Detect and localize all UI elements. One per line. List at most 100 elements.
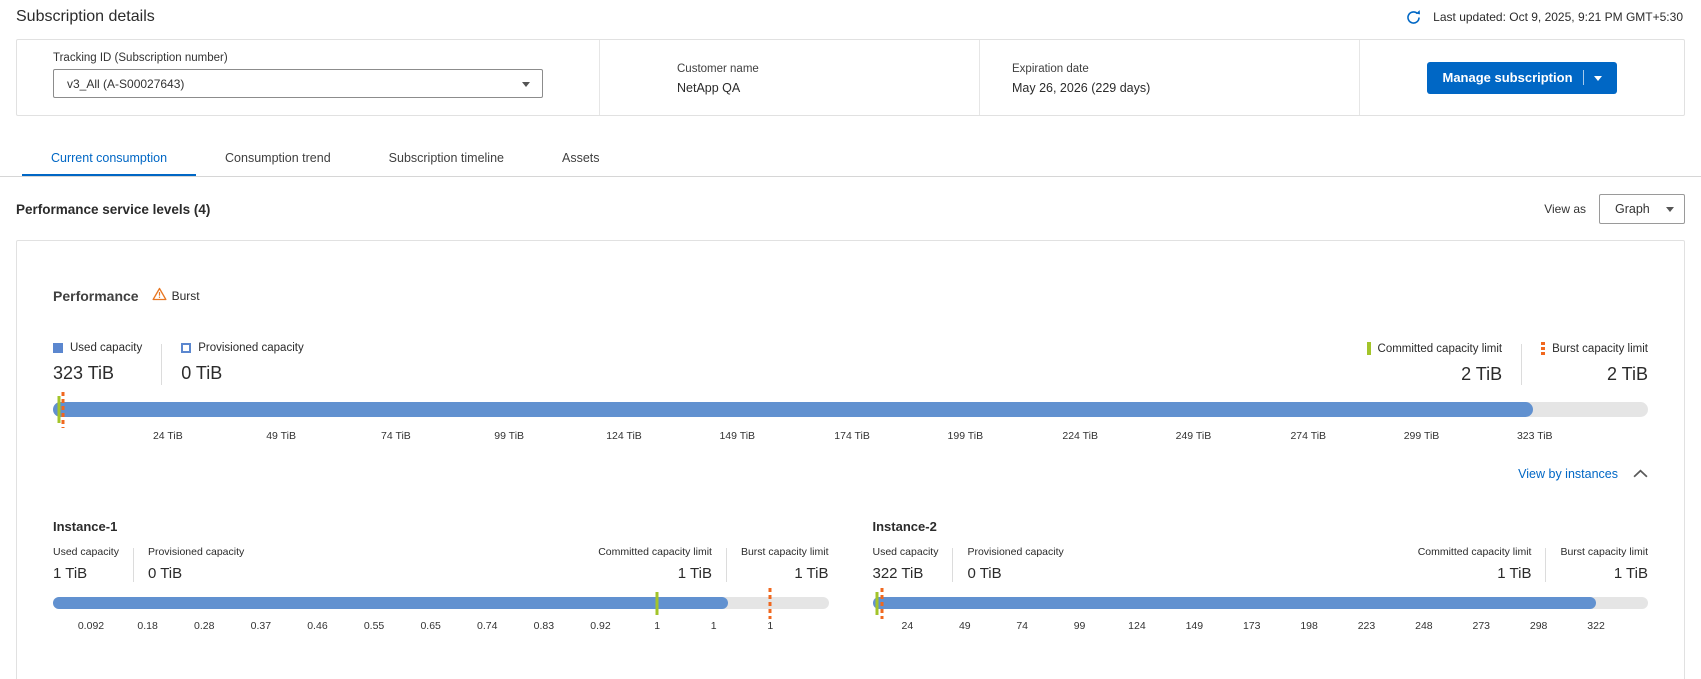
burst-limit-group: Burst capacity limit 1 TiB — [741, 546, 829, 582]
refresh-icon[interactable] — [1405, 9, 1422, 26]
instances-row: Instance-1 Used capacity 1 TiB Provision… — [53, 519, 1648, 633]
axis-tick-label: 1 — [654, 620, 661, 632]
view-as-select[interactable]: Graph — [1599, 194, 1685, 224]
axis-tick-label: 249 TiB — [1175, 430, 1212, 442]
tracking-id-label: Tracking ID (Subscription number) — [53, 52, 228, 64]
performance-card-header: Performance Burst — [53, 287, 1648, 304]
performance-title: Performance — [53, 287, 139, 304]
tab-subscription-timeline[interactable]: Subscription timeline — [388, 151, 504, 165]
burst-limit-marker — [768, 588, 772, 619]
last-updated-area: Last updated: Oct 9, 2025, 9:21 PM GMT+5… — [1405, 9, 1683, 26]
axis-tick-label: 274 TiB — [1290, 430, 1327, 442]
divider — [1521, 344, 1523, 385]
tracking-id-value: v3_All (A-S00027643) — [67, 76, 185, 91]
burst-limit-legend: Burst capacity limit — [1541, 342, 1648, 355]
axis-tick-label: 298 — [1529, 620, 1548, 632]
section-toolbar: Performance service levels (4) View as G… — [0, 177, 1701, 236]
axis-tick-label: 199 TiB — [947, 430, 984, 442]
axis-tick-label: 1 — [710, 620, 717, 632]
axis-tick-label: 223 — [1357, 620, 1376, 632]
axis-tick-label: 49 TiB — [266, 430, 296, 442]
total-capacity-bar — [53, 392, 1648, 428]
used-capacity-fill — [53, 597, 728, 609]
instance-1-title: Instance-1 — [53, 519, 118, 534]
committed-limit-label: Committed capacity limit — [1377, 342, 1503, 355]
axis-tick-label: 99 — [1073, 620, 1086, 632]
instance-1-capacity-bar — [53, 588, 829, 619]
axis-tick-label: 74 — [1016, 620, 1028, 632]
burst-limit-label: Burst capacity limit — [1560, 546, 1648, 558]
expiration-date-value: May 26, 2026 (229 days) — [1012, 81, 1151, 95]
provisioned-capacity-value: 0 TiB — [967, 565, 1002, 582]
provisioned-capacity-legend: Provisioned capacity — [181, 342, 304, 354]
instance-1-axis: 0.092 0.18 0.28 0.37 0.46 0.55 0.65 0.74… — [53, 620, 829, 633]
instance-2-title: Instance-2 — [872, 519, 937, 534]
burst-limit-group: Burst capacity limit 2 TiB — [1541, 342, 1648, 385]
committed-limit-group: Committed capacity limit 2 TiB — [1366, 342, 1503, 385]
provisioned-capacity-swatch-icon — [181, 343, 192, 353]
divider — [952, 548, 954, 582]
burst-limit-value: 1 TiB — [1613, 565, 1648, 582]
provisioned-capacity-group: Provisioned capacity 0 TiB — [148, 546, 244, 582]
tab-current-consumption[interactable]: Current consumption — [22, 141, 197, 176]
tab-bar: Current consumption Consumption trend Su… — [0, 141, 1701, 177]
committed-limit-label: Committed capacity limit — [1417, 546, 1532, 558]
axis-tick-label: 24 TiB — [152, 430, 183, 442]
committed-limit-label: Committed capacity limit — [598, 546, 712, 558]
tab-assets[interactable]: Assets — [562, 151, 600, 165]
instance-1-stats: Used capacity 1 TiB Provisioned capacity… — [53, 546, 829, 582]
chevron-down-icon — [1666, 207, 1674, 216]
axis-tick-label: 273 — [1472, 620, 1491, 632]
divider — [725, 548, 727, 582]
used-capacity-group: Used capacity 1 TiB — [53, 546, 119, 582]
view-by-instances-link[interactable]: View by instances — [1518, 467, 1618, 481]
view-as-label: View as — [1544, 202, 1586, 216]
axis-tick-label: 173 — [1242, 620, 1261, 632]
axis-tick-label: 0.55 — [363, 620, 385, 632]
axis-tick-label: 24 — [901, 620, 914, 632]
burst-limit-value: 1 TiB — [794, 565, 829, 582]
provisioned-capacity-value: 0 TiB — [147, 565, 183, 582]
committed-limit-swatch-icon — [1366, 342, 1371, 355]
axis-tick-label: 124 — [1128, 620, 1146, 632]
used-capacity-label: Used capacity — [53, 546, 119, 558]
axis-tick-label: 322 — [1587, 620, 1605, 632]
view-as-control: View as Graph — [1544, 194, 1685, 224]
axis-tick-label: 299 TiB — [1403, 430, 1440, 442]
axis-tick-label: 99 TiB — [494, 430, 525, 442]
burst-limit-label: Burst capacity limit — [1552, 342, 1648, 355]
burst-limit-value: 2 TiB — [1606, 364, 1648, 384]
committed-limit-marker — [875, 592, 879, 615]
axis-tick-label: 0.37 — [250, 620, 272, 632]
axis-tick-label: 224 TiB — [1062, 430, 1098, 442]
chevron-down-icon[interactable] — [1593, 75, 1602, 85]
committed-limit-marker — [57, 396, 61, 423]
warning-icon — [152, 287, 167, 304]
view-as-value: Graph — [1615, 202, 1650, 216]
committed-limit-marker — [655, 592, 659, 615]
committed-limit-legend: Committed capacity limit — [1366, 342, 1503, 355]
chevron-up-icon[interactable] — [1633, 465, 1648, 483]
total-capacity-axis: 24 TiB 49 TiB 74 TiB 99 TiB 124 TiB 149 … — [53, 430, 1648, 443]
divider — [1545, 548, 1547, 582]
tab-consumption-trend[interactable]: Consumption trend — [225, 151, 331, 165]
manage-subscription-button[interactable]: Manage subscription — [1427, 61, 1617, 94]
chevron-down-icon — [522, 81, 530, 91]
tracking-id-select[interactable]: v3_All (A-S00027643) — [53, 69, 543, 98]
instance-2-panel: Instance-2 Used capacity 322 TiB Provisi… — [872, 519, 1648, 633]
instance-2-capacity-bar — [872, 588, 1648, 619]
axis-tick-label: 0.74 — [477, 620, 498, 632]
page-title: Subscription details — [16, 8, 155, 25]
provisioned-capacity-label: Provisioned capacity — [967, 546, 1064, 558]
view-by-instances-row: View by instances — [53, 465, 1648, 483]
burst-limit-marker — [880, 588, 884, 619]
burst-limit-swatch-icon — [1541, 342, 1546, 355]
performance-card: Performance Burst Used capacity 323 TiB — [16, 240, 1685, 679]
axis-tick-label: 149 — [1185, 620, 1204, 632]
provisioned-capacity-group: Provisioned capacity 0 TiB — [181, 342, 304, 385]
axis-tick-label: 0.092 — [77, 620, 105, 632]
expiration-date-section: Expiration date May 26, 2026 (229 days) — [979, 40, 1359, 115]
instance-2-stats: Used capacity 322 TiB Provisioned capaci… — [873, 546, 1648, 582]
provisioned-capacity-value: 0 TiB — [181, 363, 223, 383]
used-capacity-swatch-icon — [53, 343, 63, 353]
